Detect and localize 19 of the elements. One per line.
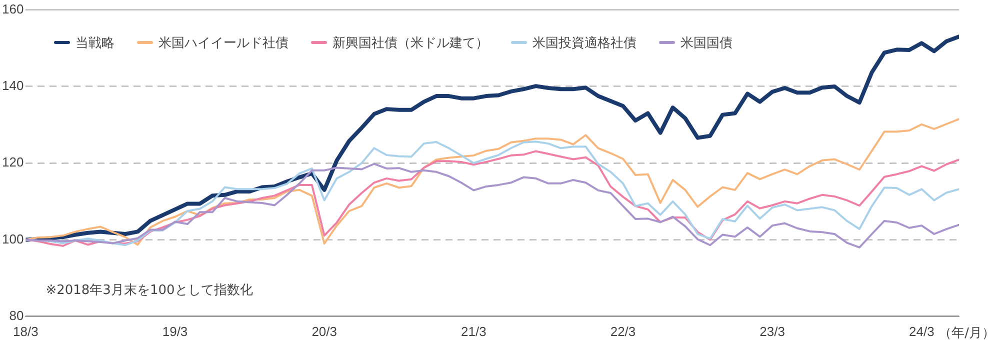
y-tick-label: 160 xyxy=(2,1,24,16)
legend-label: 米国国債 xyxy=(680,34,733,52)
y-tick-label: 140 xyxy=(2,78,24,94)
x-tick-label: 22/3 xyxy=(610,324,636,339)
legend-label: 当戦略 xyxy=(76,34,115,52)
y-tick-label: 80 xyxy=(9,308,24,323)
x-tick-label: 21/3 xyxy=(461,324,486,339)
x-tick-label: 24/3 xyxy=(909,324,934,339)
x-tick-label: 23/3 xyxy=(760,324,785,339)
x-tick-label: 19/3 xyxy=(162,324,188,339)
legend-label: 米国投資適格社債 xyxy=(532,34,637,52)
x-tick-label: 18/3 xyxy=(13,324,38,339)
annotation: ※2018年3月末を100として指数化 xyxy=(46,282,253,298)
y-tick-label: 120 xyxy=(2,154,24,170)
legend-label: 新興国社債（米ドル建て） xyxy=(332,34,489,52)
x-axis-title: （年/月） xyxy=(938,326,995,341)
y-tick-label: 100 xyxy=(2,231,24,246)
legend-label: 米国ハイイールド社債 xyxy=(158,34,289,52)
x-tick-label: 20/3 xyxy=(312,324,338,339)
